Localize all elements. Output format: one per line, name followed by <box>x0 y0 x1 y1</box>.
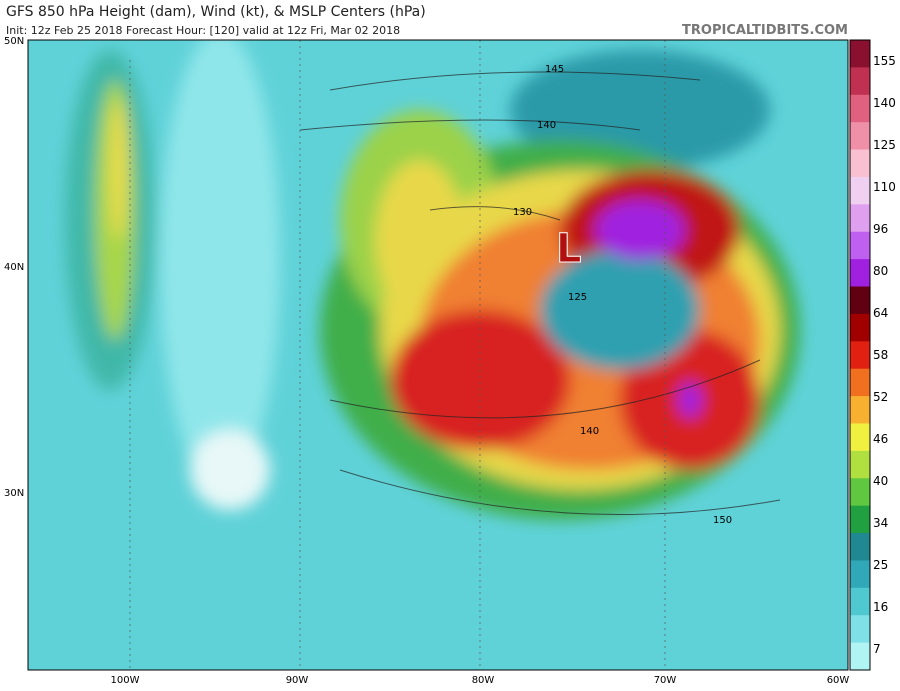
lon-label: 90W <box>286 675 309 686</box>
colorbar-swatch <box>850 259 870 288</box>
colorbar-label: 40 <box>873 474 888 488</box>
colorbar-swatch <box>850 505 870 534</box>
colorbar-swatch <box>850 204 870 233</box>
colorbar-label: 110 <box>873 180 896 194</box>
colorbar-label: 80 <box>873 264 888 278</box>
contour-label: 125 <box>568 292 587 303</box>
colorbar-label: 96 <box>873 222 888 236</box>
colorbar-label: 34 <box>873 516 888 530</box>
colorbar-swatch <box>850 615 870 644</box>
lon-label: 60W <box>827 675 850 686</box>
contour-label: 150 <box>713 515 732 526</box>
colorbar-swatch <box>850 67 870 96</box>
colorbar-label: 125 <box>873 138 896 152</box>
colorbar-label: 25 <box>873 558 888 572</box>
contour-label: 145 <box>545 64 564 75</box>
colorbar-swatch <box>850 587 870 616</box>
colorbar: 155 140 125 110 96 80 64 58 52 46 40 34 25 16 7 <box>849 39 896 671</box>
colorbar-label: 58 <box>873 348 888 362</box>
colorbar-swatch <box>850 478 870 507</box>
colorbar-swatch <box>850 231 870 260</box>
colorbar-label: 140 <box>873 96 896 110</box>
colorbar-swatch <box>850 396 870 424</box>
low-center: L <box>556 226 582 272</box>
contour-label: 140 <box>580 426 599 437</box>
colorbar-label: 64 <box>873 306 888 320</box>
contour-label: 130 <box>513 207 532 218</box>
lat-label: 50N <box>4 36 24 47</box>
colorbar-swatch <box>850 176 870 205</box>
colorbar-swatch <box>850 642 870 671</box>
colorbar-swatch <box>850 313 870 342</box>
colorbar-swatch <box>850 94 870 123</box>
lon-label: 70W <box>654 675 677 686</box>
colorbar-swatch <box>850 286 870 315</box>
colorbar-swatch <box>850 560 870 589</box>
colorbar-label: 155 <box>873 54 896 68</box>
colorbar-swatch <box>850 423 870 452</box>
colorbar-swatch <box>850 149 870 178</box>
lat-label: 30N <box>4 488 24 499</box>
colorbar-swatch <box>850 341 870 370</box>
map-frame <box>27 39 849 671</box>
colorbar-label: 46 <box>873 432 888 446</box>
colorbar-frame <box>849 39 871 671</box>
colorbar-swatch <box>850 533 870 561</box>
lon-label: 100W <box>111 675 140 686</box>
colorbar-swatch <box>850 450 870 479</box>
subtitle: Init: 12z Feb 25 2018 Forecast Hour: [12… <box>6 24 400 37</box>
colorbar-label: 52 <box>873 390 888 404</box>
colorbar-swatch <box>850 122 870 151</box>
map: 145 140 130 125 140 150 L <box>28 40 848 670</box>
watermark: TROPICALTIDBITS.COM <box>682 23 848 38</box>
colorbar-swatch <box>850 40 870 68</box>
colorbar-label: 16 <box>873 600 888 614</box>
contour-label: 140 <box>537 120 556 131</box>
colorbar-swatch <box>850 368 870 397</box>
lat-label: 40N <box>4 262 24 273</box>
colorbar-label: 7 <box>873 642 881 656</box>
title: GFS 850 hPa Height (dam), Wind (kt), & M… <box>6 4 426 20</box>
lon-label: 80W <box>472 675 495 686</box>
